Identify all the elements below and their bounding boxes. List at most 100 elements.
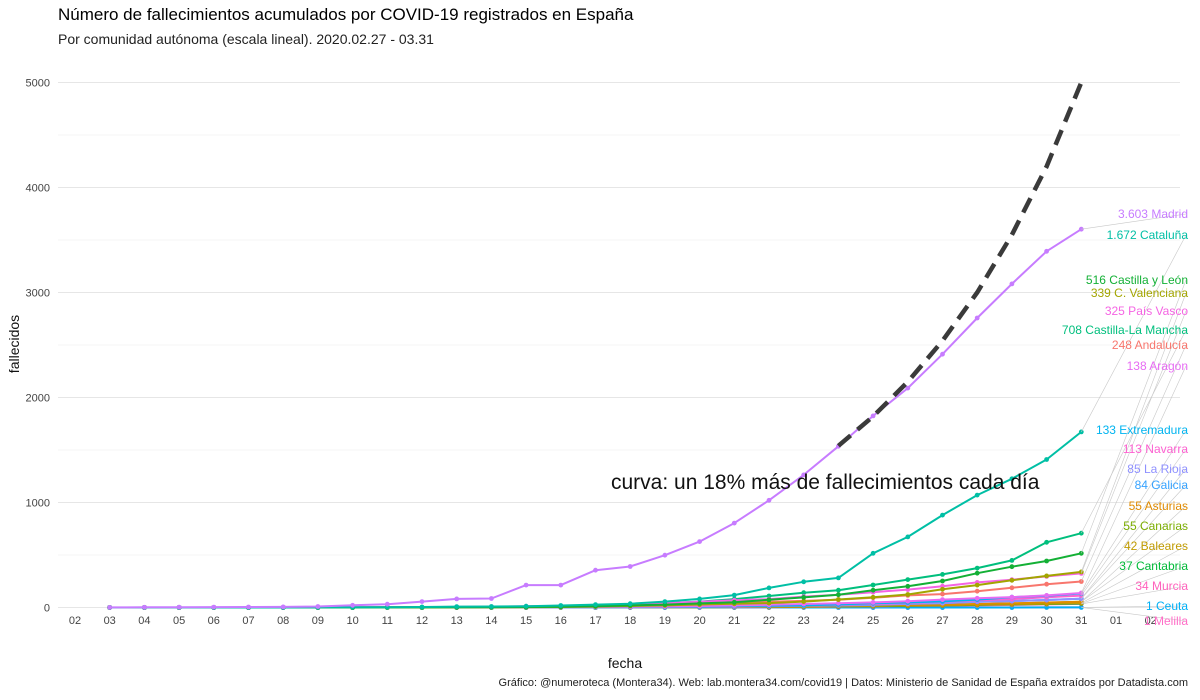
y-tick-label: 3000 bbox=[26, 288, 50, 300]
data-point bbox=[801, 472, 807, 478]
data-point bbox=[905, 583, 911, 589]
leader-line bbox=[1081, 565, 1187, 604]
data-point bbox=[940, 572, 945, 577]
leader-line bbox=[1081, 344, 1187, 582]
x-tick-label: 30 bbox=[1040, 615, 1052, 627]
data-point bbox=[905, 534, 911, 540]
x-tick-label: 04 bbox=[138, 615, 150, 627]
data-point bbox=[1009, 558, 1015, 563]
data-point bbox=[558, 603, 564, 608]
x-axis-title: fecha bbox=[608, 655, 642, 671]
x-tick-label: 24 bbox=[832, 615, 844, 627]
leader-line bbox=[1081, 545, 1187, 604]
end-labels: 3.603 Madrid 1.672 Cataluña 516 Castilla y… bbox=[1062, 207, 1188, 628]
data-point bbox=[870, 594, 876, 600]
data-point bbox=[801, 579, 807, 585]
data-point bbox=[731, 520, 737, 526]
data-point bbox=[905, 577, 911, 582]
leader-line bbox=[1081, 365, 1187, 594]
data-point bbox=[593, 567, 598, 573]
data-point bbox=[974, 492, 980, 498]
y-axis-title: fallecidos bbox=[6, 315, 22, 373]
x-tick-label: 03 bbox=[104, 615, 116, 627]
x-tick-label: 17 bbox=[589, 615, 601, 627]
data-point bbox=[905, 592, 911, 597]
data-point bbox=[1009, 577, 1015, 583]
chart-caption: Gráfico: @numeroteca (Montera34). Web: l… bbox=[498, 677, 1188, 689]
data-point bbox=[107, 605, 113, 610]
leader-line bbox=[1081, 505, 1187, 602]
data-point bbox=[697, 539, 702, 544]
data-point bbox=[731, 599, 737, 605]
data-point bbox=[905, 385, 911, 391]
data-point bbox=[974, 588, 980, 594]
data-point bbox=[870, 550, 876, 556]
data-point bbox=[1009, 585, 1015, 591]
end-label-C. Valenciana: 339 C. Valenciana bbox=[1091, 286, 1189, 300]
data-point bbox=[246, 604, 251, 610]
series-line-Madrid bbox=[109, 228, 1082, 609]
data-point bbox=[870, 600, 876, 605]
data-point bbox=[593, 602, 598, 607]
data-point bbox=[801, 590, 807, 596]
leader-line bbox=[1081, 448, 1187, 596]
data-point bbox=[489, 596, 494, 601]
data-point bbox=[1078, 226, 1084, 232]
end-label-País Vasco: 325 País Vasco bbox=[1105, 304, 1188, 318]
data-point bbox=[1009, 594, 1015, 600]
chart-title: Número de fallecimientos acumulados por … bbox=[58, 5, 634, 24]
x-tick-label: 16 bbox=[555, 615, 567, 627]
data-point bbox=[940, 586, 945, 592]
data-point bbox=[836, 592, 841, 598]
data-point bbox=[974, 565, 980, 571]
grid bbox=[58, 81, 1180, 609]
end-label-Baleares: 42 Baleares bbox=[1124, 539, 1188, 553]
data-point bbox=[1078, 579, 1084, 584]
x-tick-label: 12 bbox=[416, 615, 428, 627]
leader-line bbox=[1081, 468, 1187, 599]
end-label-Castilla-La Mancha: 708 Castilla-La Mancha bbox=[1062, 323, 1188, 337]
data-point bbox=[870, 587, 876, 593]
data-point bbox=[1009, 476, 1015, 482]
end-label-Cataluña: 1.672 Cataluña bbox=[1107, 228, 1189, 242]
data-point bbox=[1044, 581, 1049, 587]
end-label-Aragón: 138 Aragón bbox=[1127, 359, 1188, 373]
data-point bbox=[974, 595, 980, 601]
x-tick-label: 21 bbox=[728, 615, 740, 627]
data-point bbox=[1078, 530, 1084, 536]
y-tick-label: 2000 bbox=[26, 393, 50, 405]
data-point bbox=[142, 604, 147, 610]
x-tick-label: 23 bbox=[798, 615, 810, 627]
data-point bbox=[766, 597, 772, 603]
y-axis-ticks: 0 1000 2000 3000 4000 5000 bbox=[26, 78, 50, 615]
end-label-Extremadura: 133 Extremadura bbox=[1096, 423, 1188, 437]
end-label-Madrid: 3.603 Madrid bbox=[1118, 207, 1188, 221]
y-tick-label: 4000 bbox=[26, 183, 50, 195]
label-leader-lines bbox=[1081, 213, 1187, 622]
data-point bbox=[940, 591, 945, 597]
chart-subtitle: Por comunidad autónoma (escala lineal). … bbox=[58, 31, 434, 47]
trend-curve-line bbox=[836, 81, 1084, 448]
end-label-Cantabria: 37 Cantabria bbox=[1119, 559, 1188, 573]
x-tick-label: 11 bbox=[382, 615, 393, 627]
data-point bbox=[870, 582, 876, 588]
end-label-Murcia: 34 Murcia bbox=[1135, 579, 1188, 593]
x-tick-label: 29 bbox=[1006, 615, 1018, 627]
data-point bbox=[836, 600, 841, 606]
x-tick-label: 09 bbox=[312, 615, 324, 627]
x-tick-label: 02 bbox=[1145, 615, 1157, 627]
end-label-Asturias: 55 Asturias bbox=[1129, 499, 1188, 513]
data-point bbox=[940, 597, 945, 602]
data-point bbox=[627, 564, 633, 569]
data-point bbox=[766, 585, 772, 591]
x-tick-label: 22 bbox=[763, 615, 775, 627]
data-point bbox=[905, 587, 911, 592]
data-point bbox=[974, 315, 980, 321]
data-point bbox=[940, 512, 945, 518]
data-point bbox=[1044, 573, 1049, 579]
data-point bbox=[731, 592, 737, 598]
x-tick-label: 10 bbox=[346, 615, 358, 627]
leader-line bbox=[1081, 605, 1187, 608]
leader-line bbox=[1081, 292, 1187, 573]
data-point bbox=[558, 582, 564, 588]
